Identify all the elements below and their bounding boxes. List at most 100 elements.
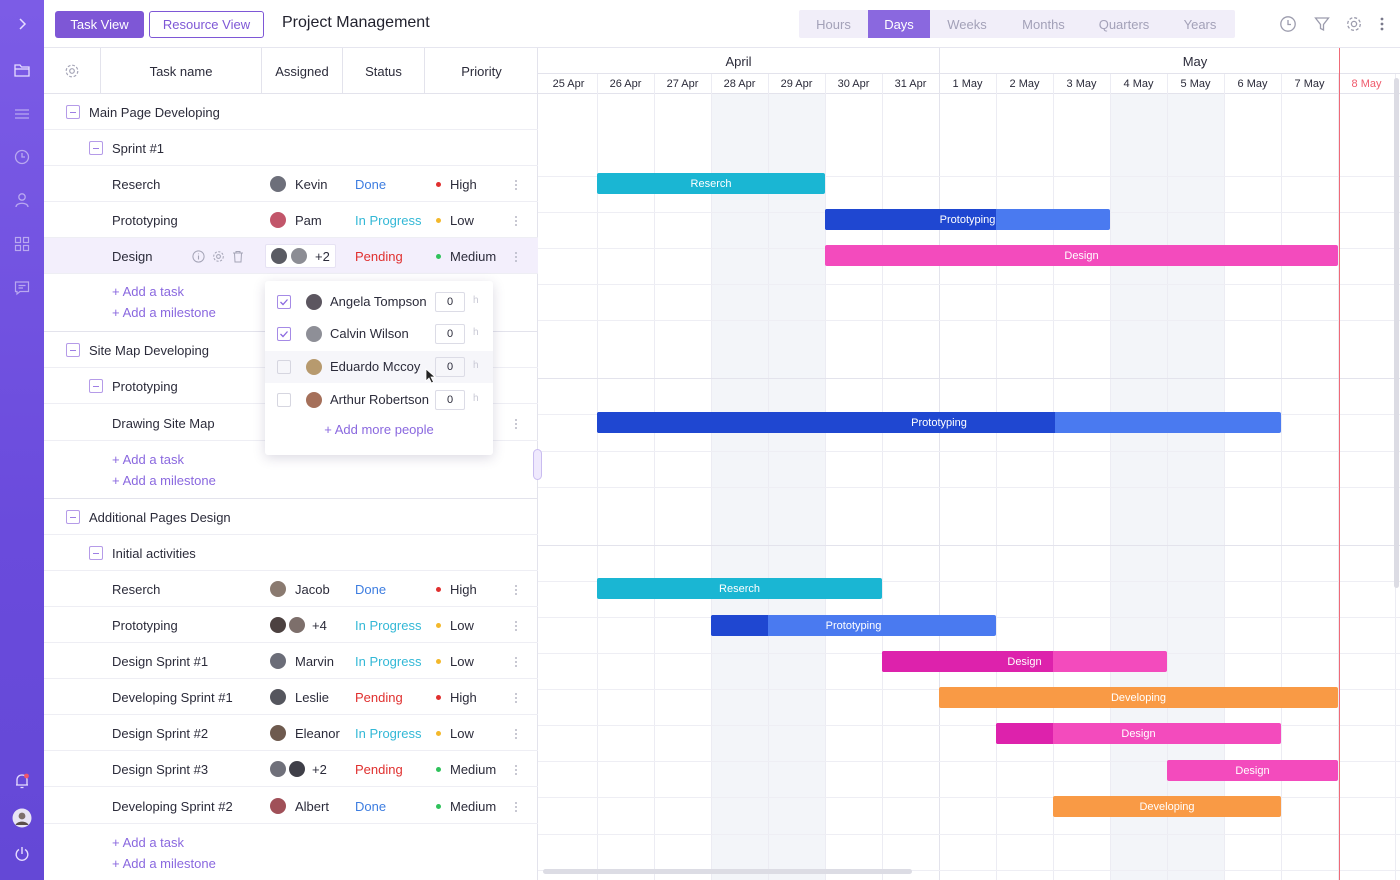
row-menu-icon[interactable] — [515, 419, 518, 429]
popup-person-row[interactable]: Calvin Wilson 0 h — [265, 318, 493, 350]
more-vertical-icon[interactable] — [1372, 14, 1392, 34]
group-row[interactable]: Main Page Developing — [44, 94, 538, 130]
list-icon[interactable] — [0, 98, 44, 130]
gantt-task-bar[interactable]: Reserch — [597, 173, 825, 194]
scale-months-tab[interactable]: Months — [1022, 16, 1065, 32]
priority-label[interactable]: Low — [436, 715, 474, 751]
status-label[interactable]: Pending — [355, 761, 403, 777]
hours-input[interactable]: 0 — [435, 390, 465, 410]
info-icon[interactable] — [192, 238, 205, 274]
panel-resize-handle[interactable] — [533, 449, 542, 480]
row-menu-icon[interactable] — [515, 802, 518, 812]
column-header-task-name[interactable]: Task name — [101, 48, 262, 94]
column-header-priority[interactable]: Priority — [461, 63, 502, 79]
status-label[interactable]: In Progress — [355, 617, 422, 633]
row-menu-icon[interactable] — [515, 657, 518, 667]
notification-bell-icon[interactable] — [0, 765, 44, 797]
assignee-name[interactable]: Pam — [295, 212, 322, 228]
task-row[interactable]: Reserch Kevin Done High — [44, 166, 538, 202]
scale-days-tab[interactable]: Days — [868, 10, 930, 38]
user-avatar[interactable] — [0, 802, 44, 834]
status-label[interactable]: In Progress — [355, 725, 422, 741]
user-icon[interactable] — [0, 184, 44, 216]
scale-quarters-tab[interactable]: Quarters — [1098, 16, 1150, 32]
row-menu-icon[interactable] — [515, 180, 518, 190]
assignee-name[interactable]: Eleanor — [295, 725, 340, 741]
person-checkbox[interactable] — [277, 327, 291, 341]
add-milestone-link[interactable]: + Add a milestone — [112, 473, 216, 488]
task-row-selected[interactable]: Design +2 Pending Medium — [44, 238, 538, 274]
subgroup-row[interactable]: Sprint #1 — [44, 130, 538, 166]
add-task-link[interactable]: + Add a task — [112, 284, 185, 299]
trash-icon[interactable] — [232, 238, 244, 274]
assignee-count[interactable]: +2 — [312, 761, 327, 777]
horizontal-scrollbar[interactable] — [543, 869, 912, 874]
folder-icon[interactable] — [0, 54, 44, 86]
collapse-toggle-icon[interactable] — [66, 94, 80, 130]
collapse-toggle-icon[interactable] — [66, 332, 80, 368]
task-row[interactable]: Design Sprint #2 Eleanor In Progress Low — [44, 715, 538, 751]
task-row[interactable]: Developing Sprint #1 Leslie Pending High — [44, 679, 538, 715]
gantt-task-bar[interactable]: Prototyping — [825, 209, 1110, 230]
priority-label[interactable]: Low — [436, 643, 474, 679]
scale-years-tab[interactable]: Years — [1183, 16, 1217, 32]
gantt-task-bar[interactable]: Prototyping — [711, 615, 996, 636]
priority-label[interactable]: High — [436, 571, 477, 607]
power-icon[interactable] — [0, 838, 44, 870]
status-label[interactable]: In Progress — [355, 212, 422, 228]
gantt-task-bar[interactable]: Developing — [939, 687, 1338, 708]
task-row[interactable]: Developing Sprint #2 Albert Done Medium — [44, 788, 538, 824]
row-menu-icon[interactable] — [515, 693, 518, 703]
filter-icon[interactable] — [1312, 14, 1332, 34]
add-more-people-link[interactable]: + Add more people — [324, 422, 434, 437]
priority-label[interactable]: Low — [436, 202, 474, 238]
gantt-task-bar[interactable]: Reserch — [597, 578, 882, 599]
task-row[interactable]: Prototyping +4 In Progress Low — [44, 607, 538, 643]
row-menu-icon[interactable] — [515, 621, 518, 631]
assignee-name[interactable]: Leslie — [295, 689, 329, 705]
priority-label[interactable]: High — [436, 679, 477, 715]
status-label[interactable]: Pending — [355, 689, 403, 705]
gantt-task-bar[interactable]: Developing — [1053, 796, 1281, 817]
history-clock-icon[interactable] — [1278, 14, 1298, 34]
task-row[interactable]: Prototyping Pam In Progress Low — [44, 202, 538, 238]
assignee-name[interactable]: Marvin — [295, 653, 335, 669]
add-milestone-link[interactable]: + Add a milestone — [112, 856, 216, 871]
settings-gear-icon[interactable] — [1344, 14, 1364, 34]
row-menu-icon[interactable] — [515, 585, 518, 595]
task-view-button[interactable]: Task View — [55, 11, 144, 38]
priority-label[interactable]: Medium — [436, 238, 496, 274]
gantt-task-bar[interactable]: Prototyping — [597, 412, 1281, 433]
grid-settings-icon[interactable] — [44, 48, 101, 94]
row-menu-icon[interactable] — [515, 729, 518, 739]
scale-weeks-tab[interactable]: Weeks — [947, 16, 987, 32]
assignee-selector[interactable]: +2 — [265, 244, 336, 268]
assignee-name[interactable]: Albert — [295, 798, 329, 814]
assignee-name[interactable]: Kevin — [295, 176, 328, 192]
popup-person-row[interactable]: Eduardo Mccoy 0 h — [265, 351, 493, 384]
assignee-name[interactable]: Jacob — [295, 581, 330, 597]
priority-label[interactable]: Medium — [436, 788, 496, 824]
gantt-task-bar[interactable]: Design — [825, 245, 1338, 266]
add-task-link[interactable]: + Add a task — [112, 452, 185, 467]
resource-view-button[interactable]: Resource View — [149, 11, 264, 38]
hours-input[interactable]: 0 — [435, 324, 465, 344]
status-label[interactable]: Done — [355, 798, 387, 814]
person-checkbox[interactable] — [277, 393, 291, 407]
group-row[interactable]: Additional Pages Design — [44, 499, 538, 535]
expand-chevron-icon[interactable] — [0, 8, 44, 40]
hours-input[interactable]: 0 — [435, 292, 465, 312]
grid-icon[interactable] — [0, 228, 44, 260]
priority-label[interactable]: Low — [436, 607, 474, 643]
assignee-count[interactable]: +4 — [312, 617, 327, 633]
clock-icon[interactable] — [0, 141, 44, 173]
collapse-toggle-icon[interactable] — [66, 499, 80, 535]
column-header-status[interactable]: Status — [343, 48, 425, 94]
priority-label[interactable]: High — [436, 166, 477, 202]
add-task-link[interactable]: + Add a task — [112, 835, 185, 850]
chat-icon[interactable] — [0, 272, 44, 304]
vertical-scrollbar[interactable] — [1394, 78, 1399, 588]
row-menu-icon[interactable] — [515, 216, 518, 226]
add-milestone-link[interactable]: + Add a milestone — [112, 305, 216, 320]
collapse-toggle-icon[interactable] — [89, 368, 103, 404]
